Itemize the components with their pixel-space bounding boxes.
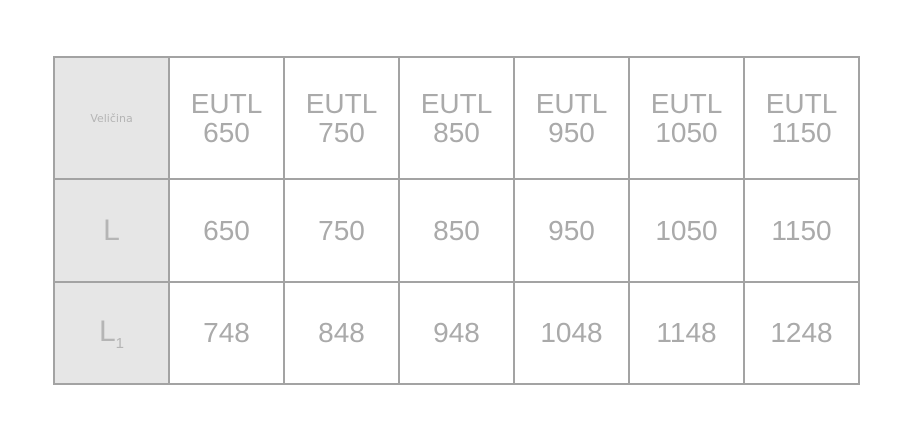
- row-symbol: L: [98, 314, 116, 348]
- model-size: 1150: [771, 117, 832, 148]
- table-cell: 1048: [513, 281, 630, 385]
- model-name: EUTL: [535, 88, 608, 119]
- column-header: EUTL 650: [168, 56, 285, 180]
- column-header: EUTL 1050: [628, 56, 745, 180]
- row-label: L: [53, 178, 170, 283]
- corner-label: Veličina: [53, 56, 170, 180]
- table-cell: 1150: [743, 178, 860, 283]
- table-row: L1 748 848 948 1048 1148 1248: [53, 281, 860, 385]
- model-size: 1050: [655, 117, 718, 148]
- model-size: 650: [203, 117, 250, 148]
- row-subscript: 1: [115, 334, 125, 352]
- model-size: 950: [548, 117, 595, 148]
- model-size: 850: [433, 117, 480, 148]
- model-name: EUTL: [765, 88, 838, 119]
- table-cell: 748: [168, 281, 285, 385]
- model-name: EUTL: [650, 88, 723, 119]
- table-cell: 848: [283, 281, 400, 385]
- table-cell: 650: [168, 178, 285, 283]
- row-symbol: L: [103, 213, 120, 247]
- table-cell: 950: [513, 178, 630, 283]
- table-cell: 1148: [628, 281, 745, 385]
- row-label: L1: [53, 281, 170, 385]
- model-name: EUTL: [190, 88, 263, 119]
- table-row: L 650 750 850 950 1050 1150: [53, 178, 860, 283]
- model-size: 750: [318, 117, 365, 148]
- column-header: EUTL 1150: [743, 56, 860, 180]
- column-header: EUTL 950: [513, 56, 630, 180]
- model-name: EUTL: [420, 88, 493, 119]
- table-cell: 1050: [628, 178, 745, 283]
- header-row: Veličina EUTL 650 EUTL 750 EUTL 850 EUTL 950 EUT…: [53, 56, 860, 180]
- table-cell: 850: [398, 178, 515, 283]
- column-header: EUTL 850: [398, 56, 515, 180]
- table-cell: 948: [398, 281, 515, 385]
- column-header: EUTL 750: [283, 56, 400, 180]
- dimensions-table: Veličina EUTL 650 EUTL 750 EUTL 850 EUTL 950 EUT…: [53, 56, 860, 385]
- table-cell: 750: [283, 178, 400, 283]
- table-cell: 1248: [743, 281, 860, 385]
- model-name: EUTL: [305, 88, 378, 119]
